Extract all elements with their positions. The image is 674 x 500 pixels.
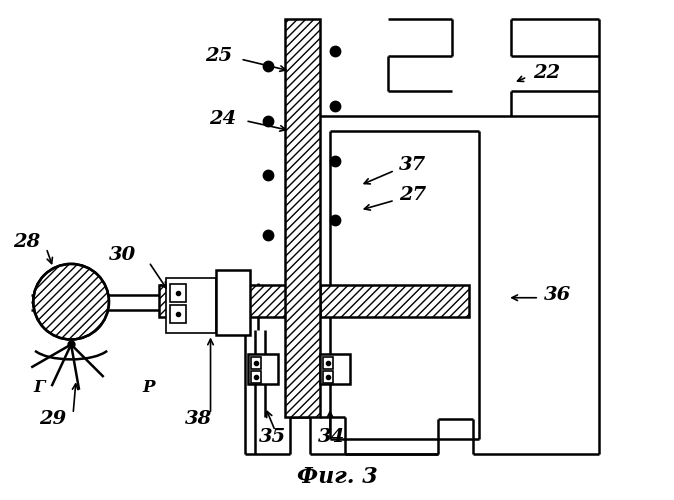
Text: 24: 24	[209, 110, 236, 128]
Text: Фиг. 3: Фиг. 3	[297, 466, 377, 487]
Bar	[216, 270, 250, 334]
Bar	[323, 372, 333, 384]
Text: 38: 38	[185, 410, 212, 428]
Bar	[251, 358, 262, 370]
Bar	[285, 20, 320, 417]
Text: 30: 30	[109, 246, 137, 264]
Bar	[170, 304, 185, 322]
Bar	[323, 358, 333, 370]
Bar	[166, 278, 216, 332]
Text: 35: 35	[259, 428, 286, 446]
Text: 25: 25	[205, 47, 232, 65]
Bar	[248, 354, 278, 384]
Text: 37: 37	[399, 156, 427, 174]
Bar	[159, 285, 313, 316]
Circle shape	[33, 264, 109, 340]
Bar	[320, 285, 470, 316]
Text: Г: Г	[34, 378, 45, 396]
Text: 34: 34	[318, 428, 346, 446]
Text: 29: 29	[40, 410, 67, 428]
Bar	[320, 354, 350, 384]
Text: Р: Р	[142, 378, 155, 396]
Text: 27: 27	[399, 186, 427, 204]
Bar	[251, 372, 262, 384]
Text: 28: 28	[13, 233, 40, 251]
Text: 22: 22	[534, 64, 561, 82]
Text: 36: 36	[543, 286, 571, 304]
Bar	[170, 284, 185, 302]
